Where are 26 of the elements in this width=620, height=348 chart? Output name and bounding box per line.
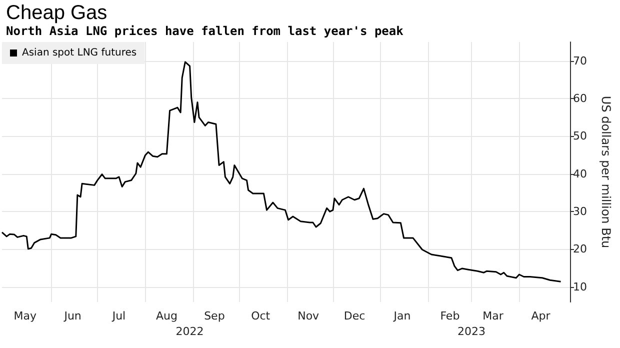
- x-tick-label: Jun: [63, 310, 82, 322]
- y-tick-label: 70: [573, 54, 587, 68]
- legend-label: Asian spot LNG futures: [22, 48, 137, 58]
- text: 2022: [176, 325, 204, 338]
- chart-title: Cheap Gas: [6, 2, 108, 25]
- x-tick-label: Oct: [251, 310, 271, 322]
- x-tick-label: Feb: [440, 310, 460, 322]
- text: 2023: [457, 325, 486, 338]
- x-tick-label: Jul: [111, 310, 126, 322]
- y-tick-label: 60: [573, 92, 587, 106]
- chart-subtitle: North Asia LNG prices have fallen from last year's peak: [6, 24, 404, 38]
- y-tick-label: 10: [573, 280, 587, 294]
- x-tick-label: Sep: [204, 310, 225, 322]
- y-tick-label: 30: [573, 205, 587, 218]
- y-axis-title: US dollars per million Btu: [599, 96, 613, 248]
- x-tick-label: Dec: [344, 310, 366, 322]
- x-tick-label: May: [14, 310, 37, 322]
- x-tick-label: Jan: [392, 310, 411, 322]
- y-tick-label: 20: [573, 242, 587, 256]
- x-tick-label: Aug: [156, 310, 178, 322]
- line-series: [1, 61, 562, 282]
- x-tick-label: Apr: [531, 310, 551, 322]
- x-tick-label: Nov: [298, 310, 320, 322]
- y-tick-label: 50: [573, 130, 587, 143]
- y-tick-label: 40: [573, 167, 587, 180]
- x-tick-label: Mar: [482, 310, 504, 322]
